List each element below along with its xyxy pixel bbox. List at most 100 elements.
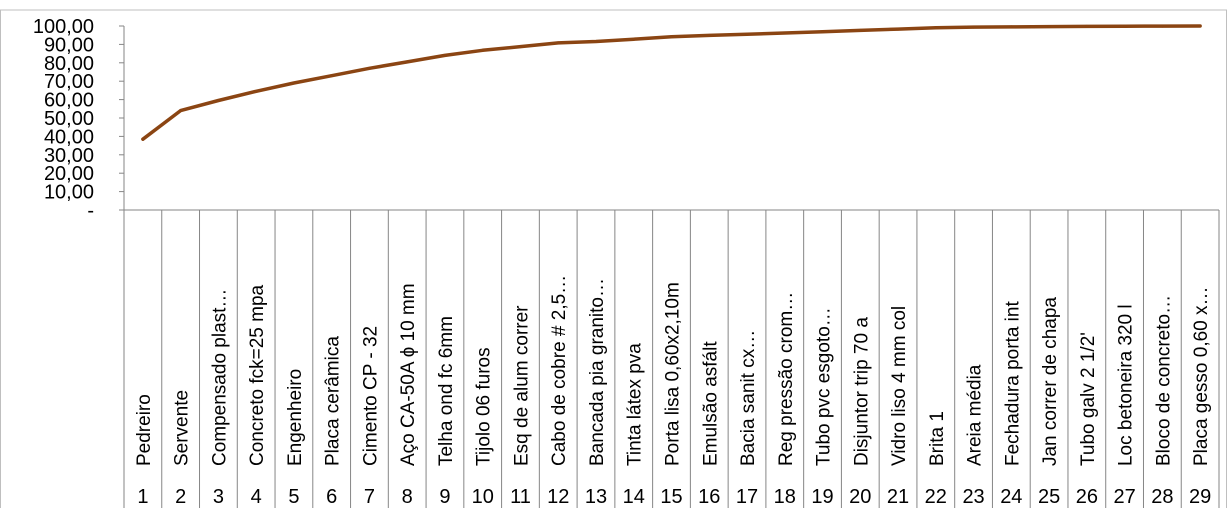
cumulative-series-line <box>141 24 1202 141</box>
y-tick-label: 80,00 <box>44 53 94 75</box>
category-number: 17 <box>736 486 758 508</box>
category-label: Emulsão asfált <box>700 341 721 466</box>
data-point <box>330 74 334 78</box>
category-number: 20 <box>849 486 871 508</box>
category-label: Placa cerâmica <box>323 336 344 466</box>
category-number: 11 <box>510 486 531 508</box>
category-number: 14 <box>623 486 645 508</box>
data-point <box>481 48 485 52</box>
data-point <box>216 99 220 103</box>
data-point <box>367 66 371 70</box>
category-number: 18 <box>774 486 796 508</box>
category-label: Cimento CP - 32 <box>360 326 381 466</box>
data-point <box>518 45 522 49</box>
data-point <box>594 39 598 43</box>
data-point <box>254 89 258 93</box>
data-point <box>141 137 145 141</box>
category-number: 21 <box>887 486 909 508</box>
category-number: 7 <box>364 486 375 508</box>
category-label: Pedreiro <box>134 394 155 466</box>
data-point <box>1123 24 1127 28</box>
category-label: Concreto fck=25 mpa <box>247 284 268 466</box>
category-label: Areia média <box>965 364 986 466</box>
category-number: 16 <box>698 486 720 508</box>
category-label: Aço CA-50A ɸ 10 mm <box>398 283 419 466</box>
data-point <box>443 53 447 57</box>
category-label: Tubo galv 2 1/2' <box>1078 332 1099 466</box>
data-point <box>821 30 825 34</box>
category-number: 1 <box>137 486 148 508</box>
category-number: 25 <box>1038 486 1060 508</box>
category-label: Placa gesso 0,60 x… <box>1191 286 1212 466</box>
data-point <box>632 37 636 41</box>
y-tick-label: 60,00 <box>44 90 94 112</box>
category-number: 6 <box>326 486 337 508</box>
category-label: Tijolo 06 furos <box>474 347 495 466</box>
y-tick-label: 70,00 <box>44 71 94 93</box>
category-number: 26 <box>1076 486 1098 508</box>
y-tick-label: 30,00 <box>44 145 94 167</box>
category-number: 29 <box>1189 486 1211 508</box>
category-number: 27 <box>1113 486 1135 508</box>
category-number: 12 <box>547 486 569 508</box>
category-label: Cabo de cobre # 2,5… <box>549 275 570 466</box>
data-point <box>670 35 673 39</box>
category-label: Servente <box>172 390 193 466</box>
category-label: Telha ond fc 6mm <box>436 316 457 466</box>
category-label: Vidro liso 4 mm col <box>889 306 910 466</box>
data-point <box>783 31 787 35</box>
category-label: Porta lisa 0,60x2,10m <box>663 282 684 466</box>
y-tick-label: - <box>87 200 94 222</box>
line-layer <box>141 24 1202 141</box>
category-label: Disjuntor trip 70 a <box>851 317 872 466</box>
data-point <box>707 33 711 37</box>
axes-layer <box>0 9 1227 508</box>
category-label: Engenheiro <box>285 369 306 466</box>
data-point <box>1198 24 1202 28</box>
data-point <box>972 25 976 29</box>
category-label: Jan correr de chapa <box>1040 297 1061 466</box>
category-number: 19 <box>811 486 833 508</box>
category-label: Fechadura porta int <box>1002 301 1023 466</box>
data-point <box>745 32 749 36</box>
category-label: Tinta látex pva <box>625 343 646 466</box>
category-label: Tubo pvc esgoto… <box>814 307 835 466</box>
category-number: 24 <box>1000 486 1022 508</box>
category-number: 4 <box>251 486 262 508</box>
category-label: Compensado plast… <box>209 289 230 466</box>
data-point <box>1047 25 1051 29</box>
data-point <box>1085 24 1089 28</box>
category-number: 5 <box>288 486 299 508</box>
data-point <box>405 60 409 64</box>
category-label: Brita 1 <box>927 411 948 466</box>
y-tick-label: 10,00 <box>44 182 94 204</box>
category-number: 10 <box>472 486 494 508</box>
category-number: 23 <box>962 486 984 508</box>
y-tick-label: 20,00 <box>44 163 94 185</box>
y-tick-label: 40,00 <box>44 126 94 148</box>
data-point <box>1009 25 1013 29</box>
category-label: Bloco de concreto… <box>1153 295 1174 466</box>
category-number: 22 <box>925 486 947 508</box>
category-label: Esq de alum correr <box>511 305 532 466</box>
category-label: Bancada pia granito… <box>587 278 608 466</box>
category-number: 8 <box>402 486 413 508</box>
data-point <box>858 28 862 32</box>
data-point <box>896 27 900 31</box>
category-label: Bacia sanit cx… <box>738 330 759 466</box>
category-label: Loc betoneira 320 l <box>1116 304 1137 466</box>
y-tick-label: 100,00 <box>33 16 94 38</box>
category-number: 2 <box>175 486 186 508</box>
category-number: 9 <box>439 486 450 508</box>
labels-layer: -10,0020,0030,0040,0050,0060,0070,0080,0… <box>33 16 1212 508</box>
category-number: 28 <box>1151 486 1173 508</box>
data-point <box>934 26 938 30</box>
data-point <box>1160 24 1164 28</box>
y-tick-label: 50,00 <box>44 108 94 130</box>
data-point <box>556 41 560 45</box>
data-point <box>179 109 183 113</box>
category-label: Reg pressão crom… <box>776 292 797 466</box>
data-point <box>292 81 296 85</box>
